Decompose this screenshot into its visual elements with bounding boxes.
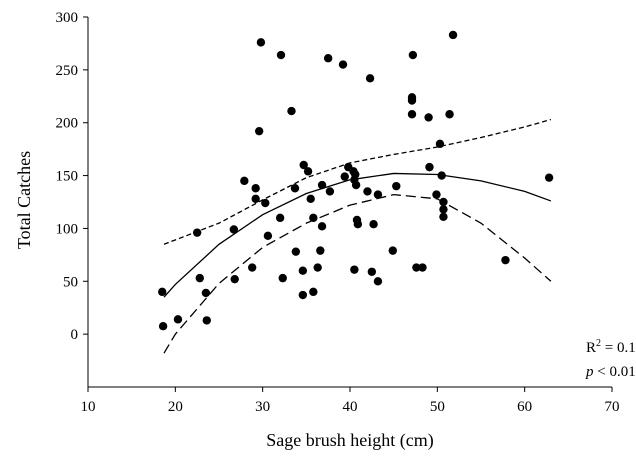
y-tick-label: 150 xyxy=(56,169,79,185)
data-point xyxy=(317,180,327,190)
y-tick-label: 0 xyxy=(71,327,79,343)
data-point xyxy=(316,246,325,255)
x-tick-label: 40 xyxy=(343,399,358,415)
x-tick-label: 20 xyxy=(168,399,183,415)
data-point xyxy=(251,184,260,193)
p-value: p < 0.01 xyxy=(585,364,636,380)
data-point xyxy=(392,181,401,191)
fit-curve xyxy=(163,118,552,245)
data-point xyxy=(202,316,211,325)
data-point xyxy=(412,263,421,272)
data-point xyxy=(303,167,313,176)
data-point xyxy=(388,246,397,255)
data-point xyxy=(407,96,417,105)
data-point xyxy=(425,162,434,172)
data-point xyxy=(501,255,510,265)
data-point xyxy=(275,213,285,223)
data-point xyxy=(201,288,211,298)
data-point xyxy=(353,220,363,229)
x-tick-label: 50 xyxy=(430,399,445,415)
data-point xyxy=(299,160,308,170)
fit-curve xyxy=(163,172,552,298)
data-point xyxy=(230,274,239,284)
data-point xyxy=(432,190,441,199)
x-tick-label: 60 xyxy=(517,399,532,415)
data-point xyxy=(325,187,335,196)
data-point xyxy=(173,315,183,324)
data-point xyxy=(338,60,348,69)
data-point xyxy=(439,205,448,214)
y-axis-title: Total Catches xyxy=(14,151,34,249)
r-squared: R2 = 0.19 xyxy=(586,338,636,356)
data-point xyxy=(367,267,377,276)
data-point xyxy=(229,225,239,234)
data-point xyxy=(287,106,296,116)
data-point xyxy=(298,266,308,275)
data-point xyxy=(407,110,417,119)
y-tick-label: 300 xyxy=(56,10,79,26)
y-tick-label: 100 xyxy=(56,221,79,237)
data-point xyxy=(247,263,257,272)
data-point xyxy=(544,173,554,182)
data-point xyxy=(158,322,168,331)
data-point xyxy=(263,231,273,241)
data-point xyxy=(363,187,372,196)
data-point xyxy=(418,263,427,272)
data-point xyxy=(291,247,301,256)
y-tick-label: 50 xyxy=(63,274,78,290)
data-point xyxy=(323,54,333,63)
data-point xyxy=(373,277,383,286)
data-point xyxy=(351,170,360,179)
data-point xyxy=(424,113,433,122)
p-label: p xyxy=(585,364,594,380)
data-point xyxy=(439,212,448,221)
data-point xyxy=(306,194,315,204)
x-tick-label: 10 xyxy=(81,399,96,415)
data-point xyxy=(251,194,260,204)
data-point xyxy=(448,30,458,40)
data-point xyxy=(309,287,318,297)
p-text: < 0.01 xyxy=(594,364,636,380)
x-axis-title: Sage brush height (cm) xyxy=(266,430,433,451)
data-point xyxy=(350,265,359,274)
data-point xyxy=(192,228,202,237)
data-point xyxy=(373,190,383,199)
fit-curve xyxy=(163,193,552,354)
y-tick-label: 250 xyxy=(56,63,79,79)
data-point xyxy=(445,110,454,119)
data-point xyxy=(298,290,308,300)
x-tick-label: 70 xyxy=(605,399,620,415)
data-point xyxy=(309,213,318,223)
data-point xyxy=(313,263,322,272)
data-point xyxy=(278,273,287,283)
data-point xyxy=(351,180,361,190)
data-point xyxy=(254,126,264,136)
data-point xyxy=(240,176,249,186)
data-point xyxy=(365,74,375,83)
data-point xyxy=(340,172,349,181)
r-value: = 0.19 xyxy=(601,340,636,356)
data-point xyxy=(369,220,378,229)
y-tick-label: 200 xyxy=(56,116,79,132)
data-point xyxy=(276,50,286,60)
r-superscript: 2 xyxy=(596,338,601,349)
data-point xyxy=(261,198,270,208)
data-point xyxy=(290,184,300,193)
data-point xyxy=(317,222,327,231)
data-point xyxy=(408,50,418,60)
data-point xyxy=(195,273,204,283)
r-label: R xyxy=(586,340,596,356)
data-point xyxy=(158,287,167,297)
x-tick-label: 30 xyxy=(255,399,270,415)
data-point xyxy=(256,38,266,47)
